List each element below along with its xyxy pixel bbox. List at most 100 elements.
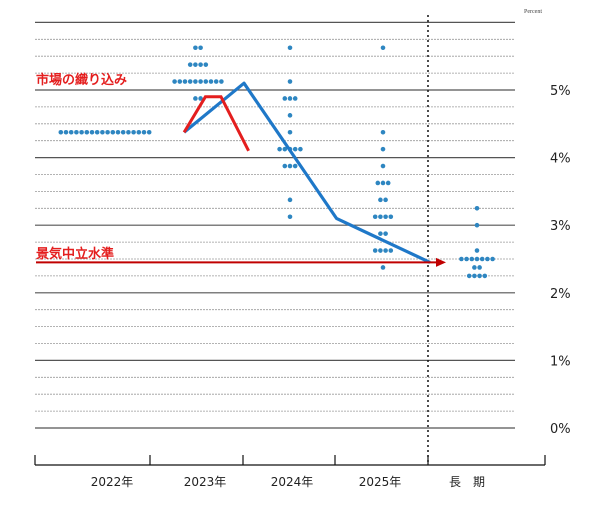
dot-point	[472, 265, 477, 270]
dot-point	[141, 129, 147, 135]
dot-point	[378, 248, 383, 253]
dot-point	[287, 113, 293, 118]
dot-point	[193, 62, 198, 67]
dot-point	[490, 256, 495, 262]
dot-point	[172, 79, 177, 84]
dot-point	[198, 79, 203, 84]
dot-point	[474, 206, 480, 211]
dot-point	[198, 62, 203, 67]
dot-point	[380, 45, 386, 51]
x-tick-label: 2025年	[359, 475, 402, 489]
dot-point	[110, 129, 116, 135]
dot-point	[219, 79, 224, 84]
dot-point	[466, 273, 472, 279]
dot-point	[146, 129, 152, 135]
y-tick-label: 3%	[550, 219, 571, 234]
dot-point	[380, 129, 386, 135]
dot-point	[89, 129, 95, 135]
dot-point	[477, 273, 482, 279]
dot-point	[177, 79, 183, 84]
dot-point	[193, 79, 198, 84]
dot-point	[292, 146, 298, 152]
dot-point	[472, 273, 477, 279]
dot-point	[469, 256, 475, 262]
x-tick-label: 2022年	[91, 475, 134, 489]
dot-point	[378, 214, 383, 220]
dot-point	[380, 180, 386, 186]
dot-point	[380, 146, 386, 152]
dot-point	[372, 248, 378, 253]
dot-point	[282, 163, 288, 169]
dot-point	[464, 256, 469, 262]
y-tick-label: 2%	[550, 287, 571, 302]
dot-point	[485, 256, 490, 262]
neutral-rate-annotation: 景気中立水準	[36, 246, 114, 262]
y-tick-label: 4%	[550, 152, 571, 167]
x-axis-tick-labels: 2022年 2023年 2024年 2025年 長 期	[91, 475, 485, 489]
dot-point	[187, 62, 193, 67]
dot-point	[131, 129, 136, 135]
dot-point	[287, 197, 293, 203]
y-axis-unit-label: Percent	[524, 9, 542, 15]
dot-point	[380, 265, 386, 270]
dot-point	[474, 248, 480, 253]
series-lines	[182, 81, 431, 264]
dot-point	[292, 96, 298, 101]
dot-point	[287, 96, 293, 101]
dot-point	[378, 197, 383, 203]
dot-point	[198, 96, 203, 101]
dot-point	[105, 129, 110, 135]
dot-point	[193, 45, 198, 51]
dot-point	[372, 214, 378, 220]
dot-point	[84, 129, 90, 135]
dot-point	[292, 163, 298, 169]
dot-point	[208, 79, 214, 84]
dot-point	[388, 248, 394, 253]
dot-point	[375, 180, 381, 186]
dot-point	[182, 79, 188, 84]
dot-point	[277, 146, 282, 152]
neutral-rate-arrow-head	[436, 257, 446, 267]
y-tick-label: 5%	[550, 84, 571, 99]
dot-point	[203, 62, 209, 67]
dot-point	[187, 79, 193, 84]
x-tick-label: 2023年	[184, 475, 227, 489]
dot-point	[115, 129, 121, 135]
dot-point	[474, 222, 480, 228]
dot-point	[459, 256, 464, 262]
dot-point	[282, 146, 288, 152]
dot-point	[383, 231, 388, 236]
y-axis-tick-labels: 0% 1% 2% 3% 4% 5%	[550, 84, 571, 437]
x-axis	[34, 455, 546, 466]
gridlines	[35, 21, 515, 429]
dot-point	[385, 180, 391, 186]
dot-point	[63, 129, 69, 135]
dot-point	[58, 129, 64, 135]
dot-point	[482, 273, 488, 279]
dot-point	[380, 163, 386, 169]
dot-point	[126, 129, 131, 135]
x-tick-label: 2024年	[271, 475, 314, 489]
dot-point	[193, 96, 198, 101]
dot-point	[388, 214, 394, 220]
dot-point	[378, 231, 383, 236]
dot-point	[94, 129, 100, 135]
dot-point	[383, 248, 388, 253]
dot-point	[287, 79, 293, 84]
dot-point	[68, 129, 74, 135]
market-pricing-line	[182, 95, 250, 152]
median-projection-line	[183, 81, 431, 264]
dot-point	[198, 45, 203, 51]
dot-point	[282, 96, 288, 101]
x-tick-label: 長 期	[449, 475, 485, 489]
dot-point	[100, 129, 105, 135]
dot-point	[477, 265, 482, 270]
dot-point	[120, 129, 126, 135]
dot-point	[213, 79, 219, 84]
dot-point	[298, 146, 303, 152]
dot-point	[287, 45, 293, 51]
dot-point	[287, 163, 293, 169]
dot-point	[74, 129, 79, 135]
dot-point	[287, 129, 293, 135]
